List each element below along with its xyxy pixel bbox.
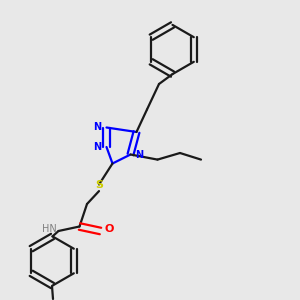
Text: N: N bbox=[93, 122, 102, 133]
Text: O: O bbox=[105, 224, 114, 235]
Text: S: S bbox=[95, 179, 103, 190]
Text: HN: HN bbox=[42, 224, 57, 235]
Text: N: N bbox=[135, 149, 144, 160]
Text: N: N bbox=[93, 142, 102, 152]
